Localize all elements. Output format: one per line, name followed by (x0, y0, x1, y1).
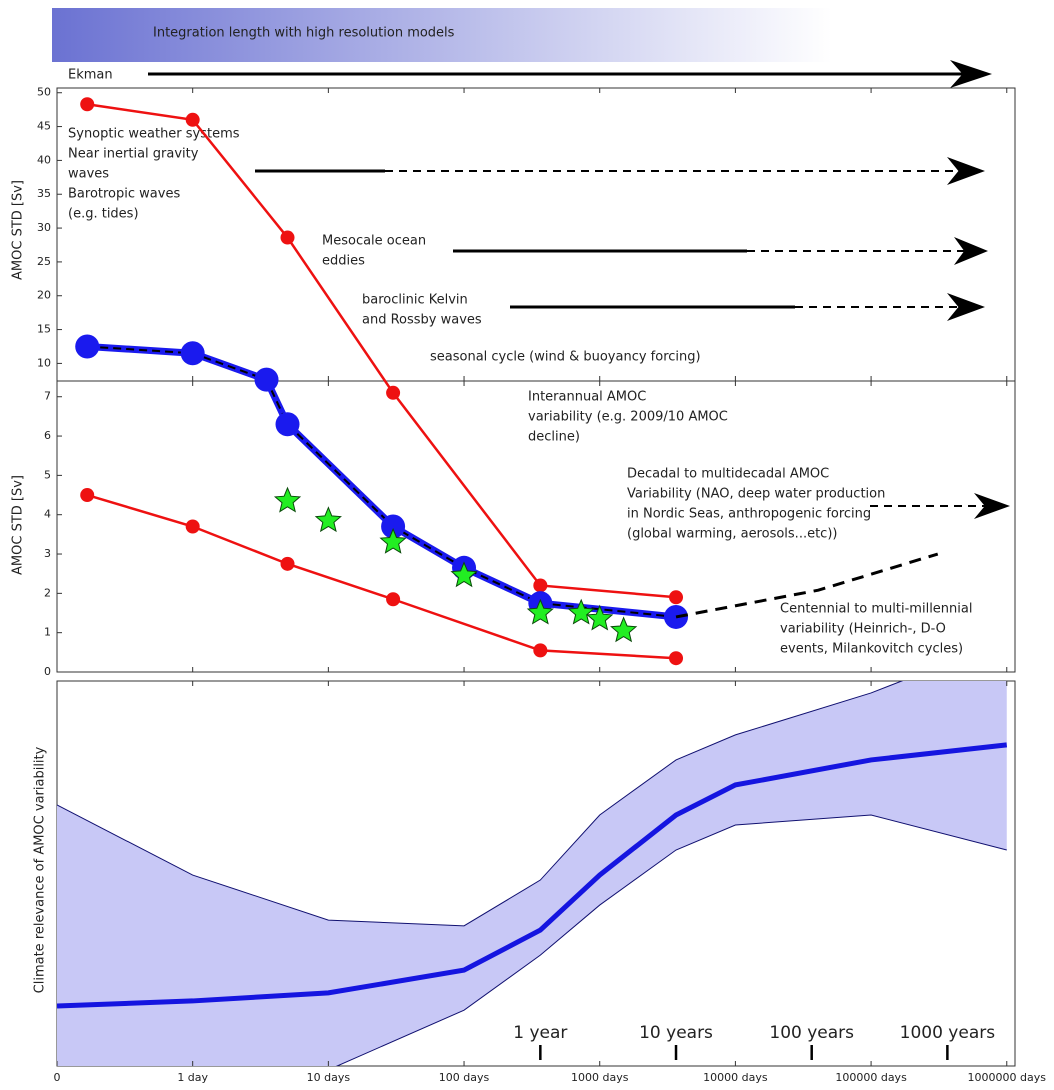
annotation: Interannual AMOC (528, 390, 646, 405)
annotation: (e.g. tides) (68, 207, 139, 222)
arrow-head (954, 237, 988, 265)
annotation: Synoptic weather systems (68, 127, 240, 142)
series-line (86, 493, 677, 660)
band-upper (57, 681, 904, 927)
relevance-line (57, 742, 1008, 1009)
star-point (567, 598, 595, 625)
band-lower (335, 814, 1007, 1066)
point (254, 367, 279, 392)
point (533, 643, 548, 658)
point (533, 578, 548, 593)
annotation: Ekman (68, 68, 113, 83)
annotation: Barotropic waves (68, 187, 180, 202)
y-tick-label: 30 (37, 221, 51, 234)
star-point (610, 616, 638, 643)
uncertainty-band (57, 681, 1007, 1066)
annotation: Variability (NAO, deep water production (627, 487, 885, 502)
annotation: variability (e.g. 2009/10 AMOC (528, 410, 728, 425)
y-tick-label: 5 (44, 468, 51, 481)
y-tick-label: 7 (44, 390, 51, 403)
annotation: variability (Heinrich-, D-O (780, 622, 946, 637)
point (669, 590, 684, 605)
point (386, 385, 401, 400)
time-mark-label: 1000 years (900, 1023, 996, 1043)
point (185, 112, 200, 127)
y-axis-label: AMOC STD [Sv] (11, 180, 26, 280)
y-tick-label: 25 (37, 255, 51, 268)
y-tick-label: 15 (37, 323, 51, 336)
annotation: Centennial to multi-millennial (780, 602, 972, 617)
y-axis-label: AMOC STD [Sv] (11, 475, 26, 575)
star-point (526, 598, 554, 625)
annotation: eddies (322, 254, 365, 269)
annotation: seasonal cycle (wind & buoyancy forcing) (430, 350, 701, 365)
point (180, 341, 205, 366)
series-line (675, 552, 939, 619)
y-tick-label: 10 (37, 356, 51, 369)
annotation: waves (68, 167, 109, 182)
star-point (314, 506, 342, 533)
annotation: in Nordic Seas, anthropogenic forcing (627, 507, 871, 522)
time-mark-label: 1 year (513, 1023, 567, 1043)
y-tick-label: 50 (37, 86, 51, 99)
star-point (586, 604, 614, 631)
arrow-head (950, 60, 992, 88)
annotation: (global warming, aerosols...etc)) (627, 527, 837, 542)
header-bar (52, 8, 832, 62)
star-point (379, 527, 407, 554)
point (669, 651, 684, 666)
y-tick-label: 3 (44, 547, 51, 560)
star-point (450, 561, 478, 588)
y-tick-label: 1 (44, 626, 51, 639)
y-tick-label: 4 (44, 508, 51, 521)
middle-frame (56, 380, 1016, 673)
y-tick-label: 2 (44, 586, 51, 599)
x-tick-label: 0 (54, 1071, 61, 1084)
x-tick-label: 1 day (177, 1071, 208, 1084)
series-line (87, 103, 677, 599)
point (185, 519, 200, 534)
point (280, 556, 295, 571)
annotation: Mesocale ocean (322, 234, 426, 249)
annotation: and Rossby waves (362, 313, 482, 328)
x-tick-label: 1000 days (571, 1071, 629, 1084)
y-tick-label: 6 (44, 429, 51, 442)
time-mark-label: 10 years (639, 1023, 713, 1043)
point (75, 334, 100, 359)
time-mark-label: 100 years (769, 1023, 854, 1043)
annotation: Decadal to multidecadal AMOC (627, 467, 829, 482)
series-line-overlay (87, 345, 677, 618)
annotation: events, Milankovitch cycles) (780, 642, 963, 657)
header-title: Integration length with high resolution … (153, 26, 455, 41)
y-tick-label: 40 (37, 153, 51, 166)
point (275, 412, 300, 437)
y-tick-label: 0 (44, 665, 51, 678)
point (80, 488, 95, 503)
y-tick-label: 45 (37, 120, 51, 133)
star-point (273, 486, 302, 513)
x-tick-label: 10000 days (703, 1071, 768, 1084)
arrow-head (947, 293, 985, 321)
x-tick-label: 10 days (307, 1071, 351, 1084)
annotation: Near inertial gravity (68, 147, 199, 162)
x-tick-label: 100 days (439, 1071, 490, 1084)
point (280, 230, 295, 245)
y-axis-label: Climate relevance of AMOC variability (33, 746, 48, 993)
y-tick-label: 35 (37, 187, 51, 200)
arrow-head (947, 157, 985, 185)
annotation: baroclinic Kelvin (362, 293, 468, 308)
x-tick-label: 100000 days (835, 1071, 907, 1084)
bottom-plot (57, 681, 1008, 1066)
point (80, 97, 95, 112)
x-tick-label: 1000000 days (968, 1071, 1047, 1084)
point (381, 514, 406, 539)
y-tick-label: 20 (37, 289, 51, 302)
point (386, 592, 401, 607)
arrow-head (974, 493, 1010, 519)
series-line (86, 342, 677, 621)
annotation: decline) (528, 430, 580, 445)
